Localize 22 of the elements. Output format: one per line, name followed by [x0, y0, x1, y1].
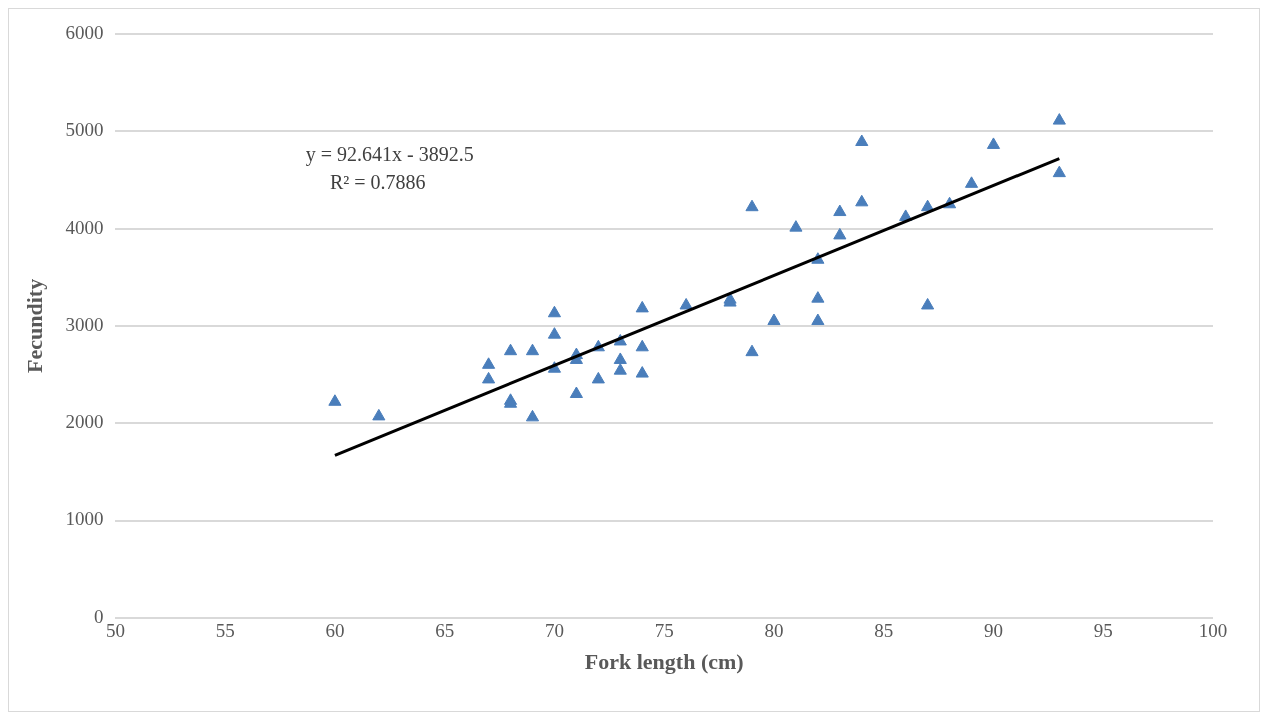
x-tick-label: 80 — [764, 620, 784, 642]
x-tick-label: 95 — [1093, 620, 1113, 642]
x-tick-label: 60 — [325, 620, 345, 642]
y-tick-label: 3000 — [65, 313, 104, 335]
x-tick-label: 50 — [105, 620, 125, 642]
x-tick-label: 65 — [435, 620, 455, 642]
x-axis-title: Fork length (cm) — [584, 649, 744, 675]
x-tick-label: 85 — [874, 620, 894, 642]
y-tick-label: 1000 — [65, 508, 104, 530]
y-tick-label: 2000 — [65, 411, 104, 433]
y-tick-label: 0 — [93, 605, 104, 627]
annotation: R² = 0.7886 — [329, 171, 426, 194]
y-tick-label: 5000 — [65, 119, 104, 141]
y-tick-label: 6000 — [65, 21, 104, 43]
x-tick-label: 70 — [544, 620, 564, 642]
y-tick-label: 4000 — [65, 216, 104, 238]
x-tick-label: 90 — [983, 620, 1003, 642]
x-tick-label: 55 — [215, 620, 235, 642]
x-tick-label: 100 — [1198, 620, 1228, 642]
annotation: y = 92.641x - 3892.5 — [305, 143, 474, 167]
y-axis-title: Fecundity — [21, 278, 47, 373]
x-tick-label: 75 — [654, 620, 674, 642]
